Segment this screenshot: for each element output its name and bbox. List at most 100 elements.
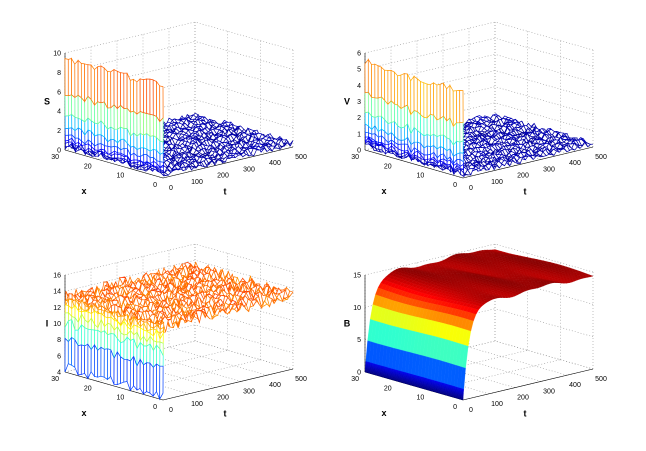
surface-patch — [84, 63, 89, 103]
surface-patch — [71, 57, 76, 99]
grid-line — [168, 346, 268, 376]
surface-patch — [436, 83, 441, 121]
surface-patch — [87, 343, 92, 379]
surface-patch — [133, 110, 138, 137]
surface-patch — [404, 143, 409, 152]
grid-line — [364, 21, 496, 54]
t-tick-label: 300 — [543, 166, 555, 173]
surface-patch — [64, 128, 69, 136]
surface-patch — [364, 91, 369, 114]
surface-patch — [452, 90, 457, 127]
surface-patch — [378, 144, 383, 151]
surface-patch — [152, 114, 157, 139]
surface-patch — [129, 78, 135, 113]
surface-patch — [364, 58, 369, 94]
surface-patch — [459, 90, 464, 124]
surface-patch — [120, 104, 125, 130]
surface — [364, 58, 594, 178]
surface-patch — [367, 58, 372, 99]
surface-patch — [159, 117, 164, 143]
surface-patch — [84, 343, 89, 380]
x-tick-label: 30 — [51, 154, 59, 161]
surface-patch — [74, 137, 79, 145]
surface-patch — [130, 145, 135, 156]
surface-patch — [143, 112, 148, 136]
surface-patch — [94, 66, 99, 106]
surface-patch — [90, 64, 95, 107]
surface-patch — [430, 113, 435, 137]
x-axis-label: x — [81, 186, 86, 196]
t-tick-label: 200 — [517, 173, 529, 180]
z-axis-label: V — [344, 97, 350, 107]
surface-patch — [71, 336, 76, 368]
grid-line — [194, 340, 294, 370]
t-tick-label: 500 — [595, 154, 607, 161]
t-tick-label: 400 — [269, 160, 281, 167]
surface-patch — [103, 67, 108, 109]
x-tick-label: 20 — [384, 163, 392, 170]
surface-patch — [159, 85, 164, 123]
surface-patch — [377, 96, 382, 117]
grid-line — [194, 41, 294, 70]
grid-line — [64, 60, 196, 93]
grid-line — [494, 86, 594, 115]
surface-patch — [423, 117, 428, 137]
surface-patch — [377, 115, 382, 133]
surface-patch — [390, 69, 395, 105]
surface-patch — [423, 82, 428, 119]
z-tick-label: 8 — [57, 70, 61, 77]
surface-patch — [439, 134, 444, 149]
surface-patch — [74, 94, 79, 119]
surface-patch — [456, 90, 461, 124]
surface-patch — [97, 143, 102, 151]
surface-patch — [436, 117, 441, 138]
surface-patch — [430, 133, 435, 148]
surface-patch — [77, 117, 82, 131]
t-tick-label: 0 — [469, 185, 473, 192]
surface-patch — [94, 134, 99, 147]
surface-patch — [400, 73, 405, 110]
surface-patch — [426, 133, 431, 148]
surface-patch — [156, 80, 161, 123]
surface-patch — [390, 99, 395, 123]
surface-patch — [377, 65, 382, 99]
surface-patch — [64, 95, 69, 117]
surface-patch — [100, 101, 105, 126]
grid-line — [64, 21, 196, 54]
surface-patch — [439, 115, 444, 136]
surface-patch — [456, 122, 461, 143]
surface-patch — [120, 138, 125, 151]
surface-patch — [116, 104, 122, 130]
surface-patch — [413, 75, 418, 112]
surface-patch — [123, 72, 128, 109]
surface-patch — [64, 58, 69, 97]
surface-patch — [446, 137, 451, 152]
surface-patch — [143, 153, 148, 164]
surface-patch — [110, 68, 115, 109]
t-tick-label: 100 — [191, 179, 203, 186]
t-tick-label: 0 — [169, 185, 173, 192]
surface-patch — [71, 94, 76, 118]
t-tick-label: 100 — [491, 179, 503, 186]
grid-line — [194, 324, 294, 354]
surface-patch — [149, 78, 154, 116]
surface-patch — [400, 105, 405, 129]
grid-line — [494, 54, 594, 83]
surface-patch — [139, 78, 144, 114]
z-tick-label: 6 — [57, 89, 61, 96]
grid-line — [494, 70, 594, 99]
x-axis-line — [64, 149, 164, 179]
t-tick-label: 300 — [243, 166, 255, 173]
surface-patch — [149, 113, 154, 137]
surface-patch — [146, 113, 151, 138]
surface-patch — [87, 64, 92, 101]
z-tick-label: 5 — [357, 67, 361, 74]
surface-patch — [97, 101, 102, 125]
surface-patch — [146, 78, 151, 115]
surface-patch — [77, 59, 82, 99]
surface-patch — [159, 140, 164, 155]
